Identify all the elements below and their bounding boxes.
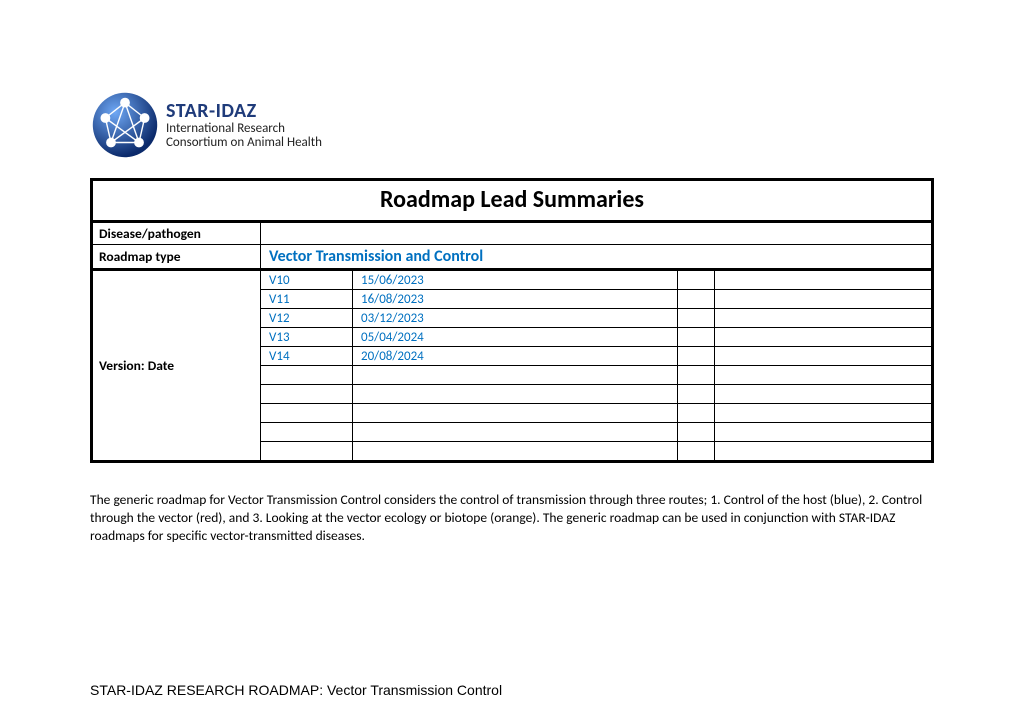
date-cell (353, 423, 678, 442)
extra-cell (715, 423, 932, 442)
version-cell: V12 (261, 309, 353, 328)
date-cell: 15/06/2023 (353, 271, 678, 290)
date-cell (353, 385, 678, 404)
logo-text: STAR-IDAZ International Research Consort… (166, 100, 322, 151)
table-row: V1420/08/2024 (261, 347, 931, 366)
logo-block: STAR-IDAZ International Research Consort… (90, 90, 934, 160)
extra-cell (715, 366, 932, 385)
version-label: Version: Date (92, 270, 261, 462)
spacer-cell (678, 271, 715, 290)
extra-cell (715, 271, 932, 290)
extra-cell (715, 309, 932, 328)
extra-cell (715, 385, 932, 404)
extra-cell (715, 347, 932, 366)
page: STAR-IDAZ International Research Consort… (0, 0, 1024, 546)
spacer-cell (678, 290, 715, 309)
disease-row: Disease/pathogen (92, 222, 933, 245)
table-row (261, 385, 931, 404)
extra-cell (715, 442, 932, 461)
spacer-cell (678, 347, 715, 366)
version-cell (261, 442, 353, 461)
date-cell (353, 404, 678, 423)
roadmap-value: Vector Transmission and Control (261, 245, 933, 270)
table-title-row: Roadmap Lead Summaries (92, 180, 933, 222)
spacer-cell (678, 309, 715, 328)
date-cell: 05/04/2024 (353, 328, 678, 347)
date-cell: 03/12/2023 (353, 309, 678, 328)
table-row: V1305/04/2024 (261, 328, 931, 347)
main-table: Roadmap Lead Summaries Disease/pathogen … (90, 178, 934, 463)
logo-subtitle-2: Consortium on Animal Health (166, 136, 322, 150)
version-row: Version: Date V1015/06/2023V1116/08/2023… (92, 270, 933, 462)
roadmap-label: Roadmap type (92, 245, 261, 270)
spacer-cell (678, 366, 715, 385)
version-cell (261, 404, 353, 423)
spacer-cell (678, 423, 715, 442)
disease-value (261, 222, 933, 245)
logo-sphere-icon (90, 90, 160, 160)
spacer-cell (678, 404, 715, 423)
table-row (261, 442, 931, 461)
extra-cell (715, 290, 932, 309)
date-cell (353, 366, 678, 385)
table-title: Roadmap Lead Summaries (92, 180, 933, 222)
versions-cell: V1015/06/2023V1116/08/2023V1203/12/2023V… (261, 270, 933, 462)
spacer-cell (678, 385, 715, 404)
table-row: V1116/08/2023 (261, 290, 931, 309)
version-cell: V10 (261, 271, 353, 290)
version-cell: V11 (261, 290, 353, 309)
date-cell: 16/08/2023 (353, 290, 678, 309)
logo-subtitle-1: International Research (166, 122, 322, 136)
table-row: V1203/12/2023 (261, 309, 931, 328)
date-cell: 20/08/2024 (353, 347, 678, 366)
table-row: V1015/06/2023 (261, 271, 931, 290)
version-cell (261, 385, 353, 404)
table-row (261, 423, 931, 442)
table-row (261, 404, 931, 423)
spacer-cell (678, 328, 715, 347)
roadmap-row: Roadmap type Vector Transmission and Con… (92, 245, 933, 270)
spacer-cell (678, 442, 715, 461)
extra-cell (715, 328, 932, 347)
table-row (261, 366, 931, 385)
date-cell (353, 442, 678, 461)
version-cell: V14 (261, 347, 353, 366)
version-cell (261, 366, 353, 385)
logo-title: STAR-IDAZ (166, 100, 322, 122)
versions-table: V1015/06/2023V1116/08/2023V1203/12/2023V… (261, 271, 931, 460)
footer-text: STAR-IDAZ RESEARCH ROADMAP: Vector Trans… (90, 682, 502, 698)
version-cell: V13 (261, 328, 353, 347)
version-cell (261, 423, 353, 442)
description-text: The generic roadmap for Vector Transmiss… (90, 491, 934, 546)
disease-label: Disease/pathogen (92, 222, 261, 245)
extra-cell (715, 404, 932, 423)
